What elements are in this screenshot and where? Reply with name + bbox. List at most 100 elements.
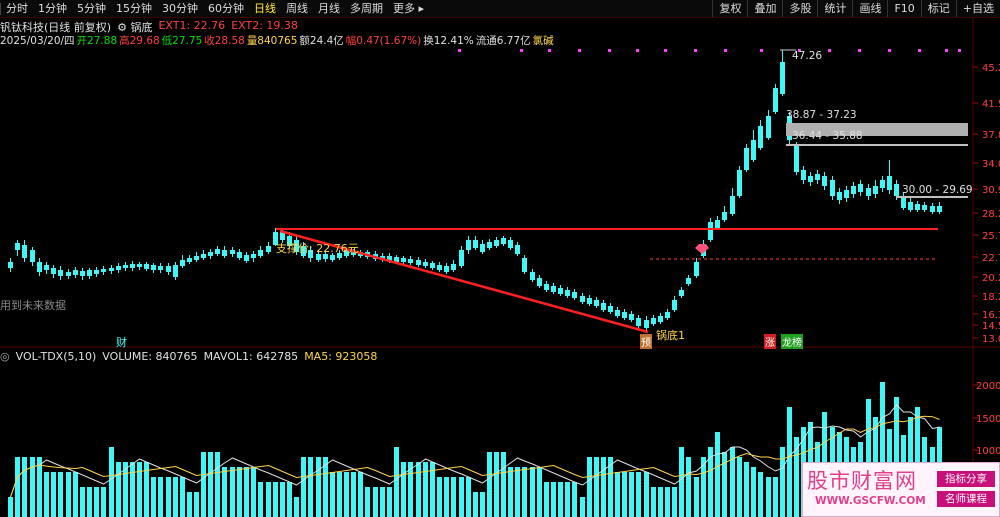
tab-monthly[interactable]: 月线 xyxy=(318,2,340,15)
indicator-name[interactable]: ⚙ 锅底 xyxy=(117,19,153,34)
volume-bar xyxy=(622,472,627,517)
volume-bar xyxy=(608,457,613,517)
tab-multi-period[interactable]: 多周期 xyxy=(350,2,383,15)
longhu-marker[interactable]: 龙榜 xyxy=(781,334,803,349)
volume-bar xyxy=(430,462,435,517)
cai-marker[interactable]: 财 xyxy=(116,336,127,349)
tab-60min[interactable]: 60分钟 xyxy=(208,2,244,15)
pin-marker[interactable]: 预 xyxy=(640,334,652,349)
tab-daily[interactable]: 日线 xyxy=(254,2,276,15)
tag-indicator-share[interactable]: 指标分享 xyxy=(937,471,995,487)
candle-body xyxy=(558,288,563,294)
volume-bar xyxy=(715,432,720,517)
candle-body xyxy=(266,246,271,252)
candle-body xyxy=(937,206,942,212)
signal-dot xyxy=(828,49,831,52)
zhang-marker[interactable]: 涨 xyxy=(764,334,776,349)
volume-bar xyxy=(730,447,735,517)
tab-fenshi[interactable]: 分时 xyxy=(6,2,28,15)
quote-volume: 量840765 xyxy=(246,35,298,47)
toolbar-separator xyxy=(0,2,1,15)
volume-bar xyxy=(565,482,570,517)
price-tick-label: 22.7 xyxy=(982,253,1000,264)
candle-body xyxy=(851,186,856,194)
tab-30min[interactable]: 30分钟 xyxy=(162,2,198,15)
candle-body xyxy=(665,312,670,318)
signal-dot xyxy=(945,49,948,52)
candle-body xyxy=(901,196,906,208)
site-logo[interactable]: 股市财富网 WWW.GSCFW.COM 指标分享 名师课程 xyxy=(802,462,1000,517)
volume-title[interactable]: VOL-TDX(5,10) xyxy=(15,350,97,363)
ma5-line xyxy=(10,415,940,498)
candle-body xyxy=(22,245,27,258)
range-box-1 xyxy=(786,123,968,136)
quote-high: 高29.68 xyxy=(119,35,160,47)
candle-body xyxy=(551,286,556,292)
tab-weekly[interactable]: 周线 xyxy=(286,2,308,15)
volume-bar xyxy=(30,457,35,517)
candle-body xyxy=(451,264,456,270)
volume-bar xyxy=(151,477,156,517)
candle-body xyxy=(830,180,835,196)
volume-bar xyxy=(358,472,363,517)
candle-body xyxy=(287,236,292,246)
volume-bar xyxy=(629,472,634,517)
tab-more[interactable]: 更多 ▸ xyxy=(388,0,429,17)
mavol1-line xyxy=(10,404,940,498)
indicator-label: 锅底 xyxy=(130,21,153,34)
trend-line xyxy=(279,229,649,334)
candle-body xyxy=(87,270,92,276)
candle-body xyxy=(565,290,570,296)
volume-bar xyxy=(230,467,235,517)
f10-button[interactable]: F10 xyxy=(887,0,920,17)
tab-1min[interactable]: 1分钟 xyxy=(38,2,67,15)
multi-stock-button[interactable]: 多股 xyxy=(782,0,817,17)
candle-body xyxy=(629,314,634,320)
quote-date: 2025/03/20/四 xyxy=(0,35,75,47)
fuquan-button[interactable]: 复权 xyxy=(712,0,747,17)
mark-button[interactable]: 标记 xyxy=(920,0,956,17)
add-watchlist-button[interactable]: +自选 xyxy=(955,0,1000,17)
volume-bar xyxy=(701,457,706,517)
candle-body xyxy=(587,298,592,304)
signal-dot xyxy=(578,49,581,52)
price-tick-label: 41.5 xyxy=(982,99,1000,110)
volume-bar xyxy=(794,437,799,517)
volume-bar xyxy=(180,477,185,517)
candle-body xyxy=(109,268,114,271)
price-axis: 45.2 41.5 37.8 34.0 30.9 28.2 25.7 22.7 20.2 18.2… xyxy=(973,63,1000,451)
tag-teacher-course[interactable]: 名师课程 xyxy=(937,491,995,507)
candle-body xyxy=(773,88,778,112)
tab-15min[interactable]: 15分钟 xyxy=(116,2,152,15)
candle-body xyxy=(530,272,535,280)
volume-bar xyxy=(144,462,149,517)
ext1-value: EXT1: 22.76 xyxy=(158,19,226,32)
volume-bar xyxy=(437,477,442,517)
mavol1-value: MAVOL1: 642785 xyxy=(203,350,299,363)
vol-axis-1500: 1500 xyxy=(976,414,1000,425)
candle-body xyxy=(194,256,199,260)
draw-line-button[interactable]: 画线 xyxy=(852,0,887,17)
volume-bar xyxy=(173,477,178,517)
quote-turnover: 换12.41% xyxy=(423,35,474,47)
stats-button[interactable]: 统计 xyxy=(817,0,852,17)
volume-bar xyxy=(380,487,385,517)
volume-bar xyxy=(423,462,428,517)
volume-settings-icon[interactable]: ◎ xyxy=(0,350,10,363)
candle-body xyxy=(401,258,406,262)
candle-body xyxy=(544,284,549,290)
candle-body xyxy=(51,268,56,274)
overlay-button[interactable]: 叠加 xyxy=(747,0,782,17)
stock-name[interactable]: 钒钛科技(日线 前复权) xyxy=(0,21,112,34)
quote-sector[interactable]: 氯碱 xyxy=(532,35,554,47)
volume-bar xyxy=(416,462,421,517)
candle-body xyxy=(166,266,171,272)
price-tick-label: 18.2 xyxy=(982,292,1000,303)
volume-bar xyxy=(166,477,171,517)
ma5-value: MA5: 923058 xyxy=(304,350,378,363)
volume-bar xyxy=(494,452,499,517)
quote-amount: 额24.4亿 xyxy=(299,35,344,47)
candle-body xyxy=(244,255,249,261)
tab-5min[interactable]: 5分钟 xyxy=(77,2,106,15)
